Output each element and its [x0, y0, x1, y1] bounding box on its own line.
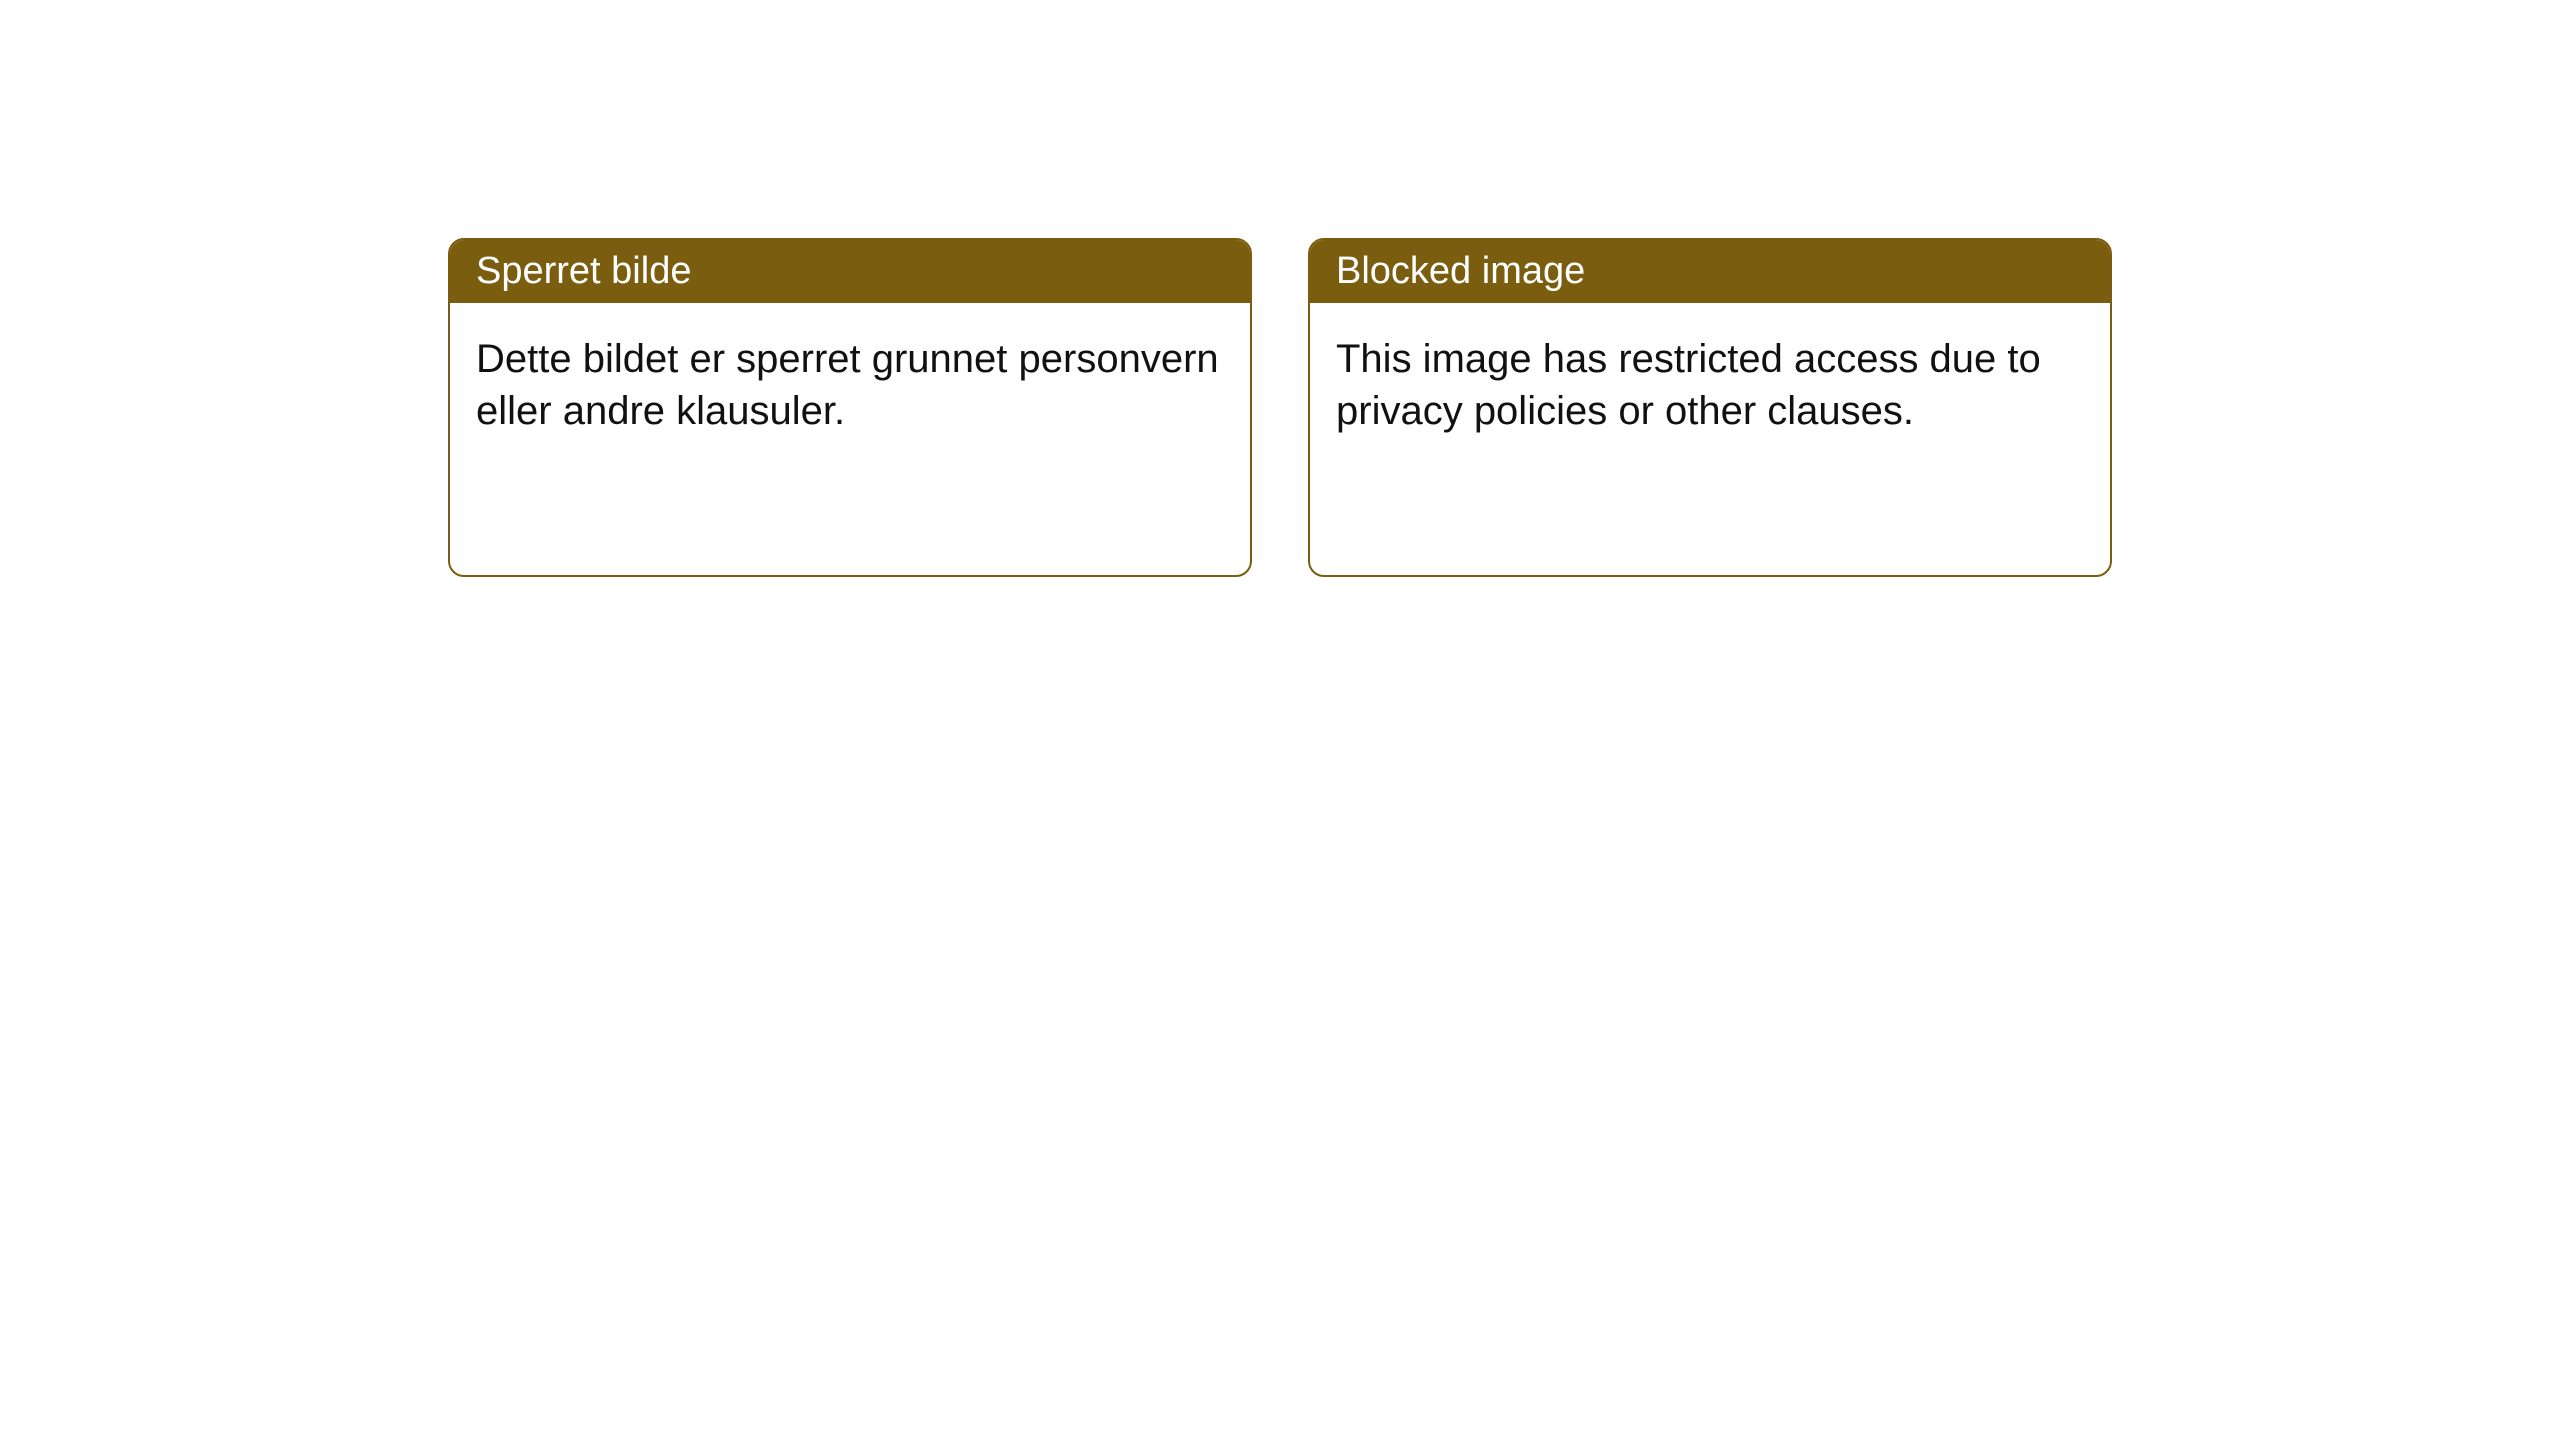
- notice-body: Dette bildet er sperret grunnet personve…: [450, 303, 1250, 575]
- notice-body: This image has restricted access due to …: [1310, 303, 2110, 575]
- notice-header: Blocked image: [1310, 240, 2110, 303]
- notice-card-english: Blocked image This image has restricted …: [1308, 238, 2112, 577]
- notice-container: Sperret bilde Dette bildet er sperret gr…: [448, 238, 2112, 577]
- notice-card-norwegian: Sperret bilde Dette bildet er sperret gr…: [448, 238, 1252, 577]
- notice-header: Sperret bilde: [450, 240, 1250, 303]
